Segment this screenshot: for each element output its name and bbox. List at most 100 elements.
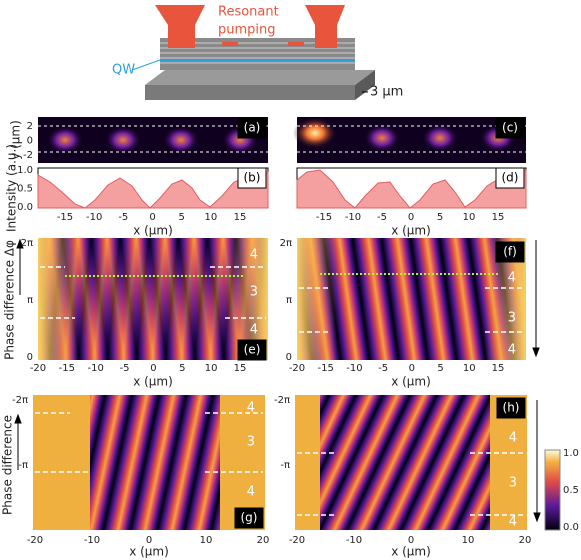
panel-tag: (h) xyxy=(503,401,520,415)
region-label: 4 xyxy=(509,515,517,530)
region-label: 4 xyxy=(247,485,255,500)
tick-label: -15 xyxy=(318,363,334,374)
tick-label: 0 xyxy=(27,352,33,363)
tick-label: -10 xyxy=(86,212,102,223)
region-label: 3 xyxy=(247,435,255,450)
axis-label: x (µm) xyxy=(129,545,169,559)
map-h-stripes xyxy=(320,395,490,530)
tick-label: 10 xyxy=(463,212,476,223)
region-label: 4 xyxy=(250,248,258,263)
tick-label: -2 xyxy=(23,150,33,161)
tick-label: 10 xyxy=(205,363,218,374)
tick-label: -10 xyxy=(88,363,104,374)
pump-label: pumping xyxy=(218,23,276,38)
panel-tag: (c) xyxy=(502,121,518,135)
axis-label: x (µm) xyxy=(391,545,431,559)
tag-box xyxy=(234,507,264,529)
tag-box xyxy=(495,117,525,139)
tick-label: 0 xyxy=(408,535,414,546)
region-label: 4 xyxy=(509,431,517,446)
tick-label: -20 xyxy=(30,363,46,374)
tick-label: 2π xyxy=(280,238,292,249)
axis-label: x (µm) xyxy=(133,375,173,389)
axis-label: Phase difference Δφ xyxy=(3,240,17,360)
axis-label: Intensity (a.u.) xyxy=(5,144,19,232)
qw-label: QW xyxy=(112,63,135,78)
axis-label: Phase difference xyxy=(1,415,15,515)
tick-label: 15 xyxy=(492,363,505,374)
panel-tag: (a) xyxy=(244,121,261,135)
dashes xyxy=(35,412,525,516)
axis-label: y (µm) xyxy=(9,120,23,160)
panel-tag: (g) xyxy=(241,511,258,525)
tick-label: 10 xyxy=(204,212,217,223)
tick-label: -20 xyxy=(289,363,305,374)
region-label: 4 xyxy=(508,271,516,286)
region-label: 3 xyxy=(250,285,258,300)
region-label: 4 xyxy=(508,343,516,358)
tick-label: π xyxy=(286,295,292,306)
tick-label: -5 xyxy=(377,212,387,223)
tick-label: 0 xyxy=(408,212,414,223)
tick-label: -20 xyxy=(289,535,305,546)
tick-label: 0 xyxy=(409,363,415,374)
axis-label: x (µm) xyxy=(391,375,431,389)
tick-label: -π xyxy=(280,460,290,471)
green-line xyxy=(65,273,500,277)
tick-label: -π xyxy=(18,460,28,471)
tick-label: 0.0 xyxy=(17,202,33,213)
tick-label: -10 xyxy=(84,535,100,546)
tick-label: 0 xyxy=(149,212,155,223)
region-label: 3 xyxy=(508,311,516,326)
tick-label: 5 xyxy=(179,363,185,374)
tick-label: 15 xyxy=(492,212,505,223)
panel-tag: (f) xyxy=(503,245,517,259)
tick-label: -2π xyxy=(274,395,290,406)
tick-label: 0 xyxy=(286,352,292,363)
tick-label: 0 xyxy=(146,535,152,546)
tag-box xyxy=(495,167,525,189)
tick-label: 15 xyxy=(234,363,247,374)
tag-box xyxy=(496,397,526,419)
tick-label: 10 xyxy=(463,363,476,374)
tick-label: -15 xyxy=(316,212,332,223)
region-label: 3 xyxy=(509,476,517,491)
tick-label: 5 xyxy=(437,212,443,223)
tag-box xyxy=(237,167,267,189)
axis-label: x (µm) xyxy=(133,224,173,238)
region-label: 4 xyxy=(247,401,255,416)
tick-label: -15 xyxy=(57,212,73,223)
tick-label: 5 xyxy=(178,212,184,223)
tick-label: 0.0 xyxy=(563,522,579,533)
tag-box xyxy=(237,339,267,361)
tick-label: 10 xyxy=(200,535,213,546)
tick-label: -10 xyxy=(346,535,362,546)
tick-label: 20 xyxy=(519,535,532,546)
size-label: 3 µm xyxy=(370,85,403,100)
map-g-stripes xyxy=(90,395,220,530)
colorbar xyxy=(544,449,561,531)
tick-label: 0.5 xyxy=(563,485,579,496)
region-label: 4 xyxy=(250,323,258,338)
tick-label: 0 xyxy=(27,136,33,147)
pump-label: Resonant xyxy=(218,5,279,20)
schematic xyxy=(131,5,375,100)
tick-label: 0.5 xyxy=(17,184,33,195)
tick-label: -10 xyxy=(345,212,361,223)
panel-tag: (b) xyxy=(244,171,261,185)
panel-tag: (e) xyxy=(244,343,261,357)
arrows xyxy=(14,238,541,523)
tick-label: -5 xyxy=(378,363,388,374)
tick-label: 0 xyxy=(150,363,156,374)
panel-tag: (d) xyxy=(502,171,519,185)
dashes xyxy=(38,125,526,153)
tag-box xyxy=(495,241,525,263)
tick-label: -20 xyxy=(27,535,43,546)
tick-label: -10 xyxy=(346,363,362,374)
tick-label: 2 xyxy=(27,121,33,132)
blobs xyxy=(47,117,516,154)
tick-label: π xyxy=(27,295,33,306)
edge xyxy=(297,238,337,360)
tick-label: 15 xyxy=(234,212,247,223)
